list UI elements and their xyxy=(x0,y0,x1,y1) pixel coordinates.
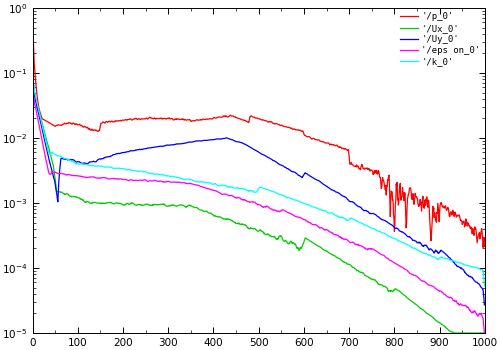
'/eps on_0' xyxy=(390,260,396,264)
'/p_0' xyxy=(482,244,488,248)
'/Uy_0' xyxy=(76,160,82,164)
'/Ux_0' xyxy=(212,214,218,218)
'/Uy_0' xyxy=(382,219,388,223)
'/p_0' xyxy=(382,188,388,192)
'/eps on_0' xyxy=(76,174,82,178)
'/Ux_0' xyxy=(482,331,488,335)
'/k_0' xyxy=(30,93,36,97)
'/k_0' xyxy=(382,232,388,236)
'/p_0' xyxy=(480,245,486,250)
'/Ux_0' xyxy=(454,331,460,335)
'/p_0' xyxy=(212,116,218,120)
'/k_0' xyxy=(482,284,488,288)
'/p_0' xyxy=(30,26,36,30)
'/eps on_0' xyxy=(382,255,388,259)
'/Uy_0' xyxy=(340,194,346,198)
'/p_0' xyxy=(390,212,396,217)
'/p_0' xyxy=(76,122,82,127)
'/p_0' xyxy=(229,114,235,118)
'/eps on_0' xyxy=(30,108,36,112)
'/eps on_0' xyxy=(482,331,488,335)
'/Uy_0' xyxy=(390,225,396,229)
Line: '/eps on_0': '/eps on_0' xyxy=(32,98,484,333)
Line: '/p_0': '/p_0' xyxy=(32,28,484,247)
'/eps on_0' xyxy=(212,189,218,193)
'/Ux_0' xyxy=(76,196,82,200)
'/Ux_0' xyxy=(390,288,396,293)
'/k_0' xyxy=(31,82,37,86)
'/Uy_0' xyxy=(30,94,36,99)
'/k_0' xyxy=(229,185,235,189)
'/Ux_0' xyxy=(31,88,37,92)
'/Uy_0' xyxy=(212,137,218,141)
'/k_0' xyxy=(212,182,218,186)
'/p_0' xyxy=(30,32,36,36)
'/eps on_0' xyxy=(31,96,37,100)
'/p_0' xyxy=(340,146,346,150)
'/Uy_0' xyxy=(229,138,235,142)
'/Ux_0' xyxy=(382,285,388,289)
'/Uy_0' xyxy=(31,85,37,89)
'/k_0' xyxy=(340,216,346,220)
'/Uy_0' xyxy=(482,303,488,307)
'/k_0' xyxy=(76,162,82,166)
'/eps on_0' xyxy=(340,237,346,241)
'/Ux_0' xyxy=(340,260,346,264)
'/k_0' xyxy=(390,236,396,240)
Line: '/Uy_0': '/Uy_0' xyxy=(32,87,484,305)
'/eps on_0' xyxy=(229,194,235,198)
Legend: '/p_0', '/Ux_0', '/Uy_0', '/eps on_0', '/k_0': '/p_0', '/Ux_0', '/Uy_0', '/eps on_0', '… xyxy=(398,11,482,68)
'/Ux_0' xyxy=(229,219,235,223)
Line: '/k_0': '/k_0' xyxy=(32,84,484,286)
Line: '/Ux_0': '/Ux_0' xyxy=(32,90,484,333)
'/Ux_0' xyxy=(30,100,36,104)
